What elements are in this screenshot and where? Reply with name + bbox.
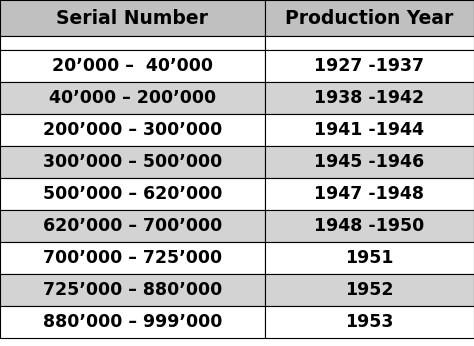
Text: 1952: 1952 <box>345 281 394 299</box>
Text: 300’000 – 500’000: 300’000 – 500’000 <box>43 153 222 171</box>
Bar <box>265 114 474 146</box>
Bar <box>265 50 474 82</box>
Text: 20’000 –  40’000: 20’000 – 40’000 <box>52 57 213 75</box>
Bar <box>265 210 474 242</box>
Text: 500’000 – 620’000: 500’000 – 620’000 <box>43 185 222 203</box>
Text: 1938 -1942: 1938 -1942 <box>314 89 425 107</box>
Text: 1953: 1953 <box>346 313 394 331</box>
Bar <box>0 0 265 36</box>
Text: 40’000 – 200’000: 40’000 – 200’000 <box>49 89 216 107</box>
Bar <box>0 306 265 338</box>
Text: 620’000 – 700’000: 620’000 – 700’000 <box>43 217 222 235</box>
Text: 1945 -1946: 1945 -1946 <box>314 153 425 171</box>
Bar <box>0 274 265 306</box>
Text: 1941 -1944: 1941 -1944 <box>315 121 425 139</box>
Bar <box>265 306 474 338</box>
Bar <box>265 274 474 306</box>
Bar <box>0 114 265 146</box>
Text: 1948 -1950: 1948 -1950 <box>314 217 425 235</box>
Bar <box>265 82 474 114</box>
Text: Serial Number: Serial Number <box>56 9 209 27</box>
Bar <box>265 0 474 36</box>
Bar <box>0 82 265 114</box>
Text: Production Year: Production Year <box>285 9 454 27</box>
Bar <box>265 242 474 274</box>
Bar <box>265 36 474 50</box>
Bar <box>0 242 265 274</box>
Bar <box>0 178 265 210</box>
Bar <box>265 178 474 210</box>
Text: 1927 -1937: 1927 -1937 <box>315 57 425 75</box>
Bar <box>0 210 265 242</box>
Text: 700’000 – 725’000: 700’000 – 725’000 <box>43 249 222 267</box>
Text: 1951: 1951 <box>345 249 394 267</box>
Bar <box>0 50 265 82</box>
Text: 200’000 – 300’000: 200’000 – 300’000 <box>43 121 222 139</box>
Text: 1947 -1948: 1947 -1948 <box>315 185 425 203</box>
Text: 880’000 – 999’000: 880’000 – 999’000 <box>43 313 222 331</box>
Bar <box>0 36 265 50</box>
Bar <box>0 146 265 178</box>
Text: 725’000 – 880’000: 725’000 – 880’000 <box>43 281 222 299</box>
Bar <box>265 146 474 178</box>
